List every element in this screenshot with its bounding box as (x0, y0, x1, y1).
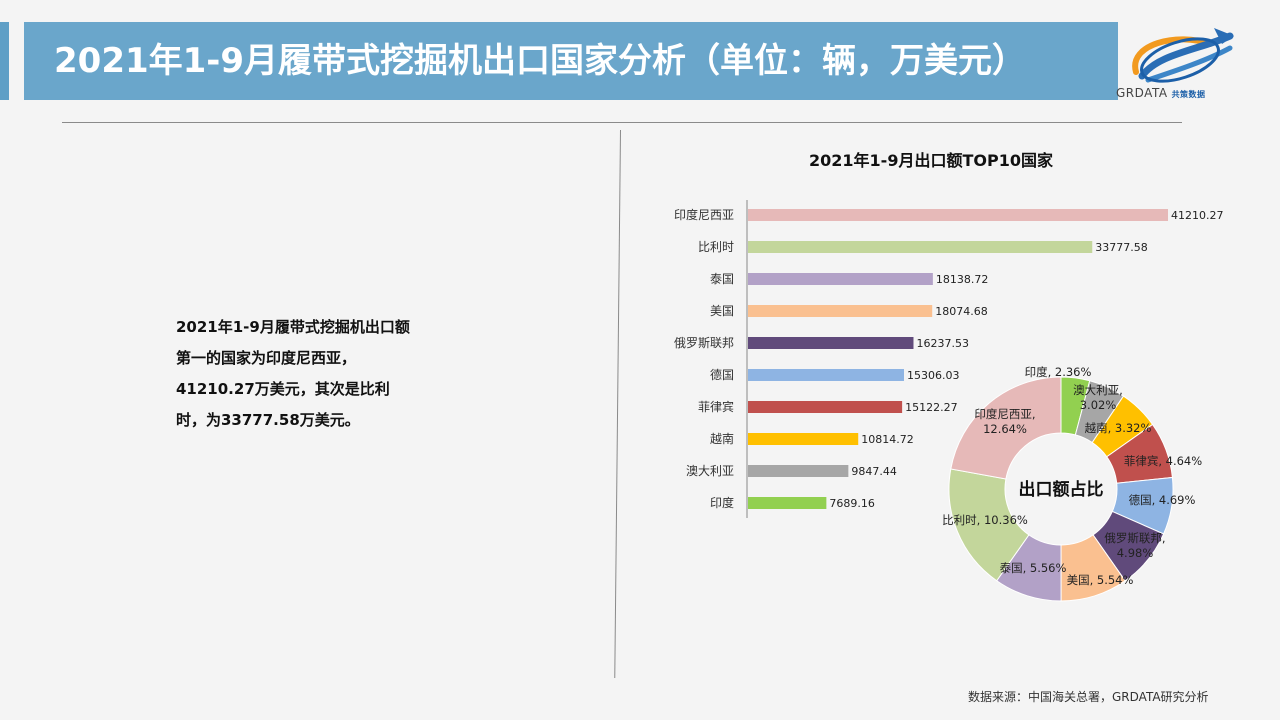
bar-category-label: 印度尼西亚 (674, 207, 734, 222)
pie-slice-label: 比利时, 10.36% (942, 513, 1028, 527)
pie-slice-value: 4.98% (1117, 546, 1154, 560)
donut-center-label: 出口额占比 (1019, 479, 1104, 500)
bar-value-label: 16237.53 (916, 337, 969, 350)
grdata-logo-icon (1132, 28, 1234, 83)
logo-text: GRDATA 共策数据 (1116, 86, 1206, 100)
pie-slice (950, 376, 1062, 480)
pie-slice-label: 俄罗斯联邦, (1104, 531, 1165, 545)
summary-line: 2021年1-9月履带式挖掘机出口额 (176, 318, 410, 336)
pie-slice-label: 菲律宾, 4.64% (1124, 454, 1202, 468)
bar-value-label: 10814.72 (861, 433, 914, 446)
logo-wordmark: GRDATA (1116, 86, 1168, 100)
pie-slice-label: 澳大利亚, (1073, 383, 1123, 397)
bar (748, 241, 1093, 253)
bar-category-label: 印度 (710, 495, 734, 510)
bar (748, 465, 849, 477)
bar-category-label: 菲律宾 (698, 399, 734, 414)
bar-category-label: 澳大利亚 (686, 464, 734, 478)
bar-category-label: 越南 (710, 431, 734, 446)
bar (748, 497, 827, 509)
bar-value-label: 33777.58 (1095, 241, 1148, 254)
summary-line: 时，为33777.58万美元。 (176, 411, 360, 429)
pie-slice-value: 3.02% (1080, 398, 1117, 412)
bar-value-label: 18074.68 (935, 305, 988, 318)
bar-category-label: 美国 (710, 304, 734, 318)
pie-slice-label: 印度, 2.36% (1025, 365, 1092, 379)
bar (748, 337, 914, 349)
title-bar: 2021年1-9月履带式挖掘机出口国家分析（单位：辆，万美元） (24, 22, 1118, 100)
bar (748, 273, 933, 285)
bar (748, 209, 1168, 221)
bar-chart-title: 2021年1-9月出口额TOP10国家 (809, 151, 1054, 170)
bar (748, 305, 933, 317)
bar (748, 369, 904, 381)
header-divider (62, 122, 1182, 123)
bar-category-label: 比利时 (698, 240, 734, 254)
bar-value-label: 18138.72 (936, 273, 989, 286)
logo-subtext: 共策数据 (1171, 90, 1206, 99)
pie-slice-label: 德国, 4.69% (1129, 493, 1196, 507)
bar-category-label: 俄罗斯联邦 (674, 336, 734, 350)
data-source: 数据来源：中国海关总署，GRDATA研究分析 (968, 690, 1209, 704)
bar-value-label: 15122.27 (905, 401, 958, 414)
title-accent-bar (0, 22, 9, 100)
summary-line: 41210.27万美元，其次是比利 (176, 380, 390, 398)
bar (748, 433, 859, 445)
summary-line: 第一的国家为印度尼西亚， (176, 349, 357, 367)
pie-slice-label: 泰国, 5.56% (1000, 561, 1067, 575)
bar-value-label: 41210.27 (1171, 209, 1224, 222)
pie-slice-label: 越南, 3.32% (1085, 421, 1152, 435)
bar-value-label: 9847.44 (851, 465, 897, 478)
bar (748, 401, 903, 413)
page-title: 2021年1-9月履带式挖掘机出口国家分析（单位：辆，万美元） (54, 41, 1027, 81)
bar-category-label: 德国 (710, 367, 734, 382)
bar-value-label: 7689.16 (829, 497, 875, 510)
bar-category-label: 泰国 (710, 272, 734, 286)
bar-value-label: 15306.03 (907, 369, 960, 382)
pie-slice-label: 印度尼西亚, (974, 407, 1035, 421)
pie-slice-value: 12.64% (983, 422, 1027, 436)
pie-slice-label: 美国, 5.54% (1067, 573, 1134, 587)
summary-text: 2021年1-9月履带式挖掘机出口额 第一的国家为印度尼西亚， 41210.27… (176, 312, 456, 436)
